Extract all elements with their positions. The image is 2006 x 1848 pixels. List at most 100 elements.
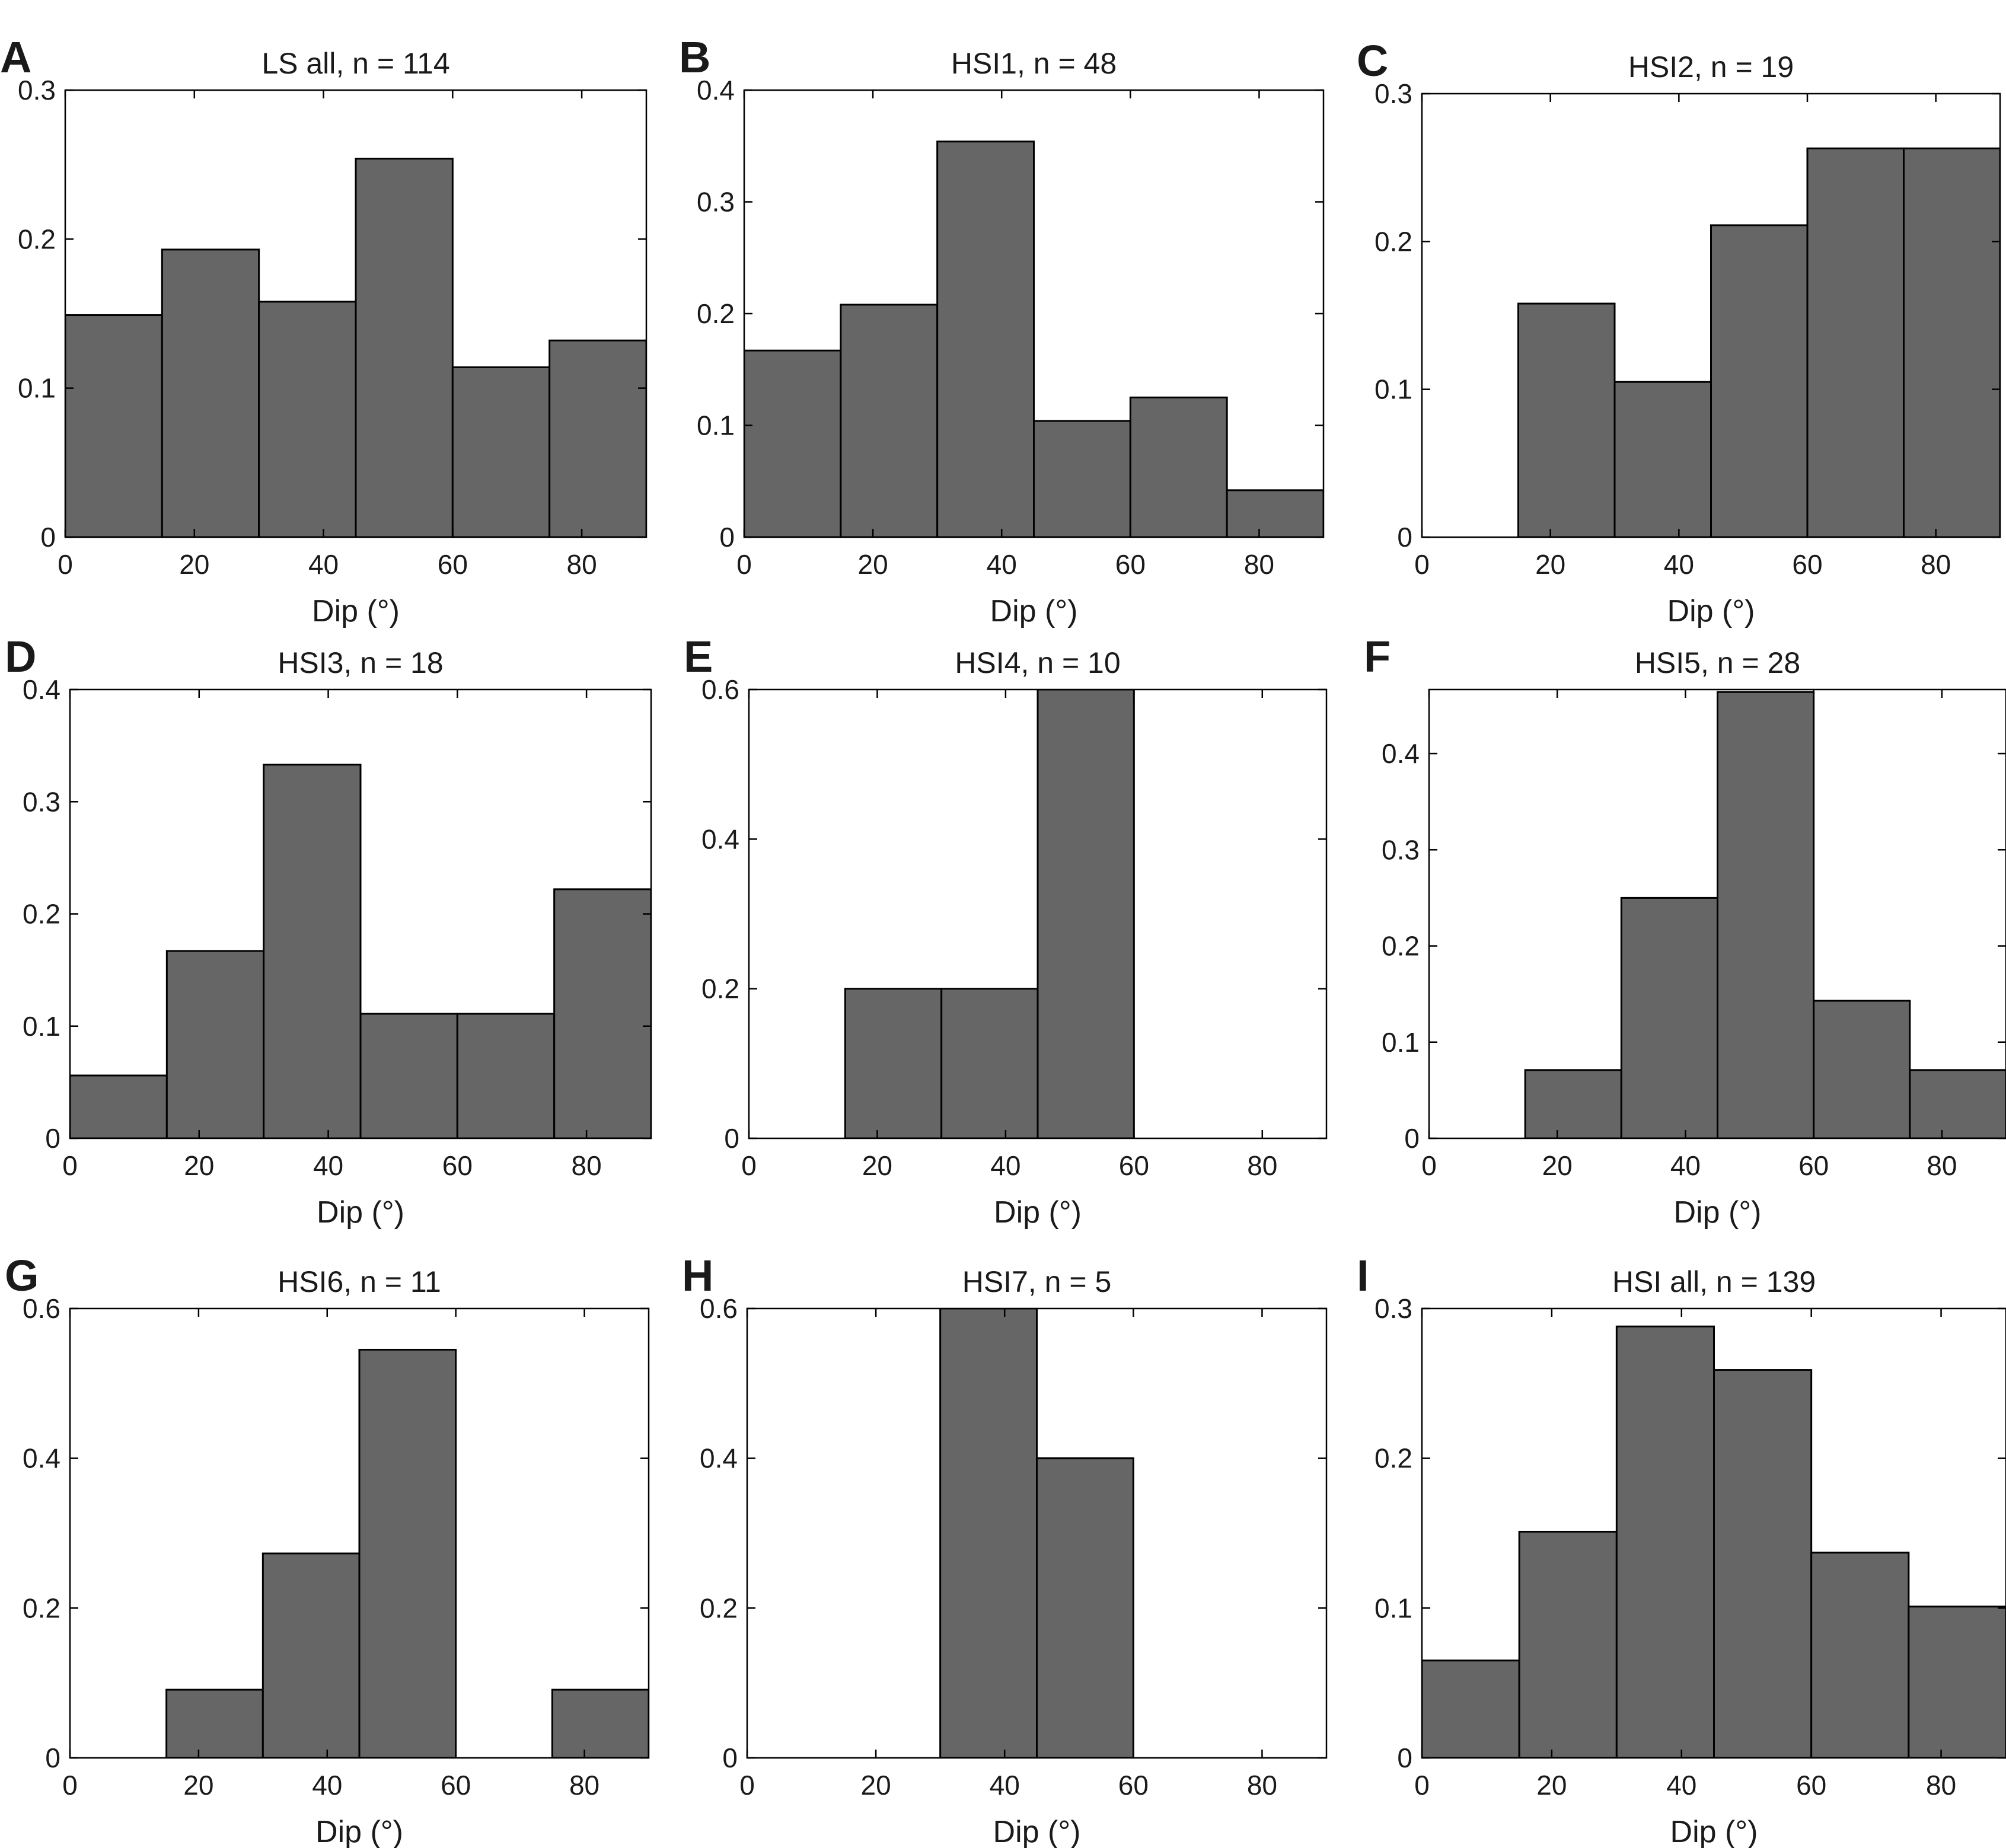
y-tick-label: 0.4 <box>701 824 739 854</box>
bar <box>1129 396 1228 537</box>
panel-letter: G <box>5 1251 39 1300</box>
x-tick-label: 20 <box>179 549 209 580</box>
bar <box>844 988 943 1138</box>
x-tick-label: 0 <box>739 1770 755 1801</box>
bar <box>358 1348 457 1758</box>
panel-title: HSI all, n = 139 <box>1612 1265 1816 1298</box>
bars <box>744 141 1323 537</box>
bars <box>939 1308 1134 1758</box>
axes-frame <box>1421 1307 2006 1759</box>
bar <box>1422 1659 1520 1758</box>
x-tick-label: 0 <box>62 1150 78 1181</box>
bar <box>1036 1457 1134 1758</box>
y-tick-label: 0.3 <box>697 187 735 218</box>
bar <box>165 1689 264 1758</box>
histogram-panel-d: 0 20 40 60 80 0 0.1 0.2 0.3 0.4 HSI3, n = 18 Dip (°… <box>5 632 652 1230</box>
bar <box>936 141 1035 537</box>
y-tick-label: 0.2 <box>701 974 739 1004</box>
y-tick-label: 0 <box>45 1123 60 1154</box>
bar <box>355 158 454 537</box>
bar <box>1613 381 1712 537</box>
y-tick-label: 0 <box>1397 522 1412 553</box>
bar <box>939 1308 1038 1758</box>
y-tick-label: 0.6 <box>700 1293 738 1324</box>
y-tick-label: 0.2 <box>697 298 735 329</box>
x-tick-label: 80 <box>567 549 597 580</box>
x-tick-label: 60 <box>442 1150 473 1181</box>
x-tick-label: 60 <box>1119 1150 1149 1181</box>
y-tick-label: 0.2 <box>23 899 60 930</box>
bar <box>70 1074 168 1138</box>
y-tick-label: 0.4 <box>697 75 735 106</box>
bars <box>70 764 651 1138</box>
panel-letter: F <box>1364 632 1391 681</box>
x-tick-label: 0 <box>1414 1770 1430 1801</box>
x-axis-label: Dip (°) <box>1670 1815 1758 1848</box>
x-tick-label: 40 <box>1664 549 1694 580</box>
panel-title: HSI1, n = 48 <box>951 47 1117 80</box>
y-tick-label: 0.4 <box>23 674 60 705</box>
x-tick-label: 20 <box>862 1150 892 1181</box>
x-tick-label: 60 <box>1792 549 1822 580</box>
bar <box>1813 1000 1911 1138</box>
y-tick-label: 0 <box>45 1742 60 1773</box>
histogram-panel-g: 0 20 40 60 80 0 0.2 0.4 0.6 HSI6, n = 11 Dip (°) G <box>5 1251 650 1848</box>
y-tick-label: 0 <box>40 522 56 553</box>
x-tick-label: 0 <box>736 549 752 580</box>
axes-frame <box>1421 92 2001 538</box>
axes-frame <box>746 1307 1328 1759</box>
bar <box>1620 896 1718 1138</box>
x-tick-label: 80 <box>1927 1150 1957 1181</box>
x-tick-label: 40 <box>312 1770 342 1801</box>
bar <box>940 988 1039 1138</box>
bar <box>1909 1069 2006 1138</box>
x-tick-label: 80 <box>1244 549 1274 580</box>
bar <box>451 366 551 537</box>
panel-letter: B <box>679 33 710 82</box>
x-tick-label: 0 <box>58 549 73 580</box>
bar <box>1033 420 1131 537</box>
y-tick-label: 0.3 <box>23 786 60 817</box>
histogram-panel-b: 0 20 40 60 80 0 0.1 0.2 0.3 0.4 HSI1, n = 48 Dip (°… <box>679 33 1325 628</box>
panel-title: HSI5, n = 28 <box>1635 646 1800 679</box>
y-tick-label: 0.2 <box>1374 1443 1412 1474</box>
bar <box>359 1013 458 1138</box>
y-tick-label: 0.2 <box>1374 226 1412 257</box>
bar <box>65 314 163 537</box>
x-axis-label: Dip (°) <box>317 1195 404 1230</box>
bar <box>744 349 842 537</box>
bars <box>1524 691 2006 1138</box>
axes-frame <box>748 688 1328 1140</box>
x-tick-label: 80 <box>572 1150 602 1181</box>
x-tick-label: 60 <box>1796 1770 1826 1801</box>
bar <box>1037 690 1135 1138</box>
x-tick-label: 80 <box>569 1770 599 1801</box>
bar <box>1903 147 2000 537</box>
y-tick-label: 0.2 <box>1382 931 1420 962</box>
x-tick-label: 40 <box>313 1150 343 1181</box>
panel-title: LS all, n = 114 <box>261 47 449 80</box>
axes-frame <box>64 89 648 538</box>
x-tick-label: 60 <box>438 549 468 580</box>
y-tick-label: 0.1 <box>23 1011 60 1042</box>
x-axis-label: Dip (°) <box>1674 1195 1762 1230</box>
y-tick-label: 0 <box>1404 1123 1420 1154</box>
bar <box>1615 1325 1715 1758</box>
axes-frame <box>69 1307 650 1759</box>
x-tick-label: 0 <box>1414 549 1430 580</box>
x-axis-label: Dip (°) <box>315 1815 403 1848</box>
panel-letter: D <box>5 632 36 681</box>
x-tick-label: 0 <box>62 1770 78 1801</box>
bar <box>1806 147 1905 537</box>
x-tick-label: 40 <box>987 549 1017 580</box>
x-axis-label: Dip (°) <box>994 1195 1082 1230</box>
x-tick-label: 80 <box>1921 549 1951 580</box>
y-tick-label: 0.3 <box>1374 78 1412 109</box>
histogram-panel-e: 0 20 40 60 80 0 0.2 0.4 0.6 HSI4, n = 10 Dip (°) E <box>684 632 1328 1230</box>
histogram-panel-f: 0 20 40 60 80 0 0.1 0.2 0.3 0.4 HSI5, n = 28 Dip (°… <box>1364 632 2006 1230</box>
bars <box>844 690 1135 1138</box>
y-tick-label: 0.6 <box>701 674 739 705</box>
bar <box>1226 489 1323 537</box>
x-axis-label: Dip (°) <box>990 594 1078 628</box>
panel-title: HSI6, n = 11 <box>278 1265 441 1298</box>
